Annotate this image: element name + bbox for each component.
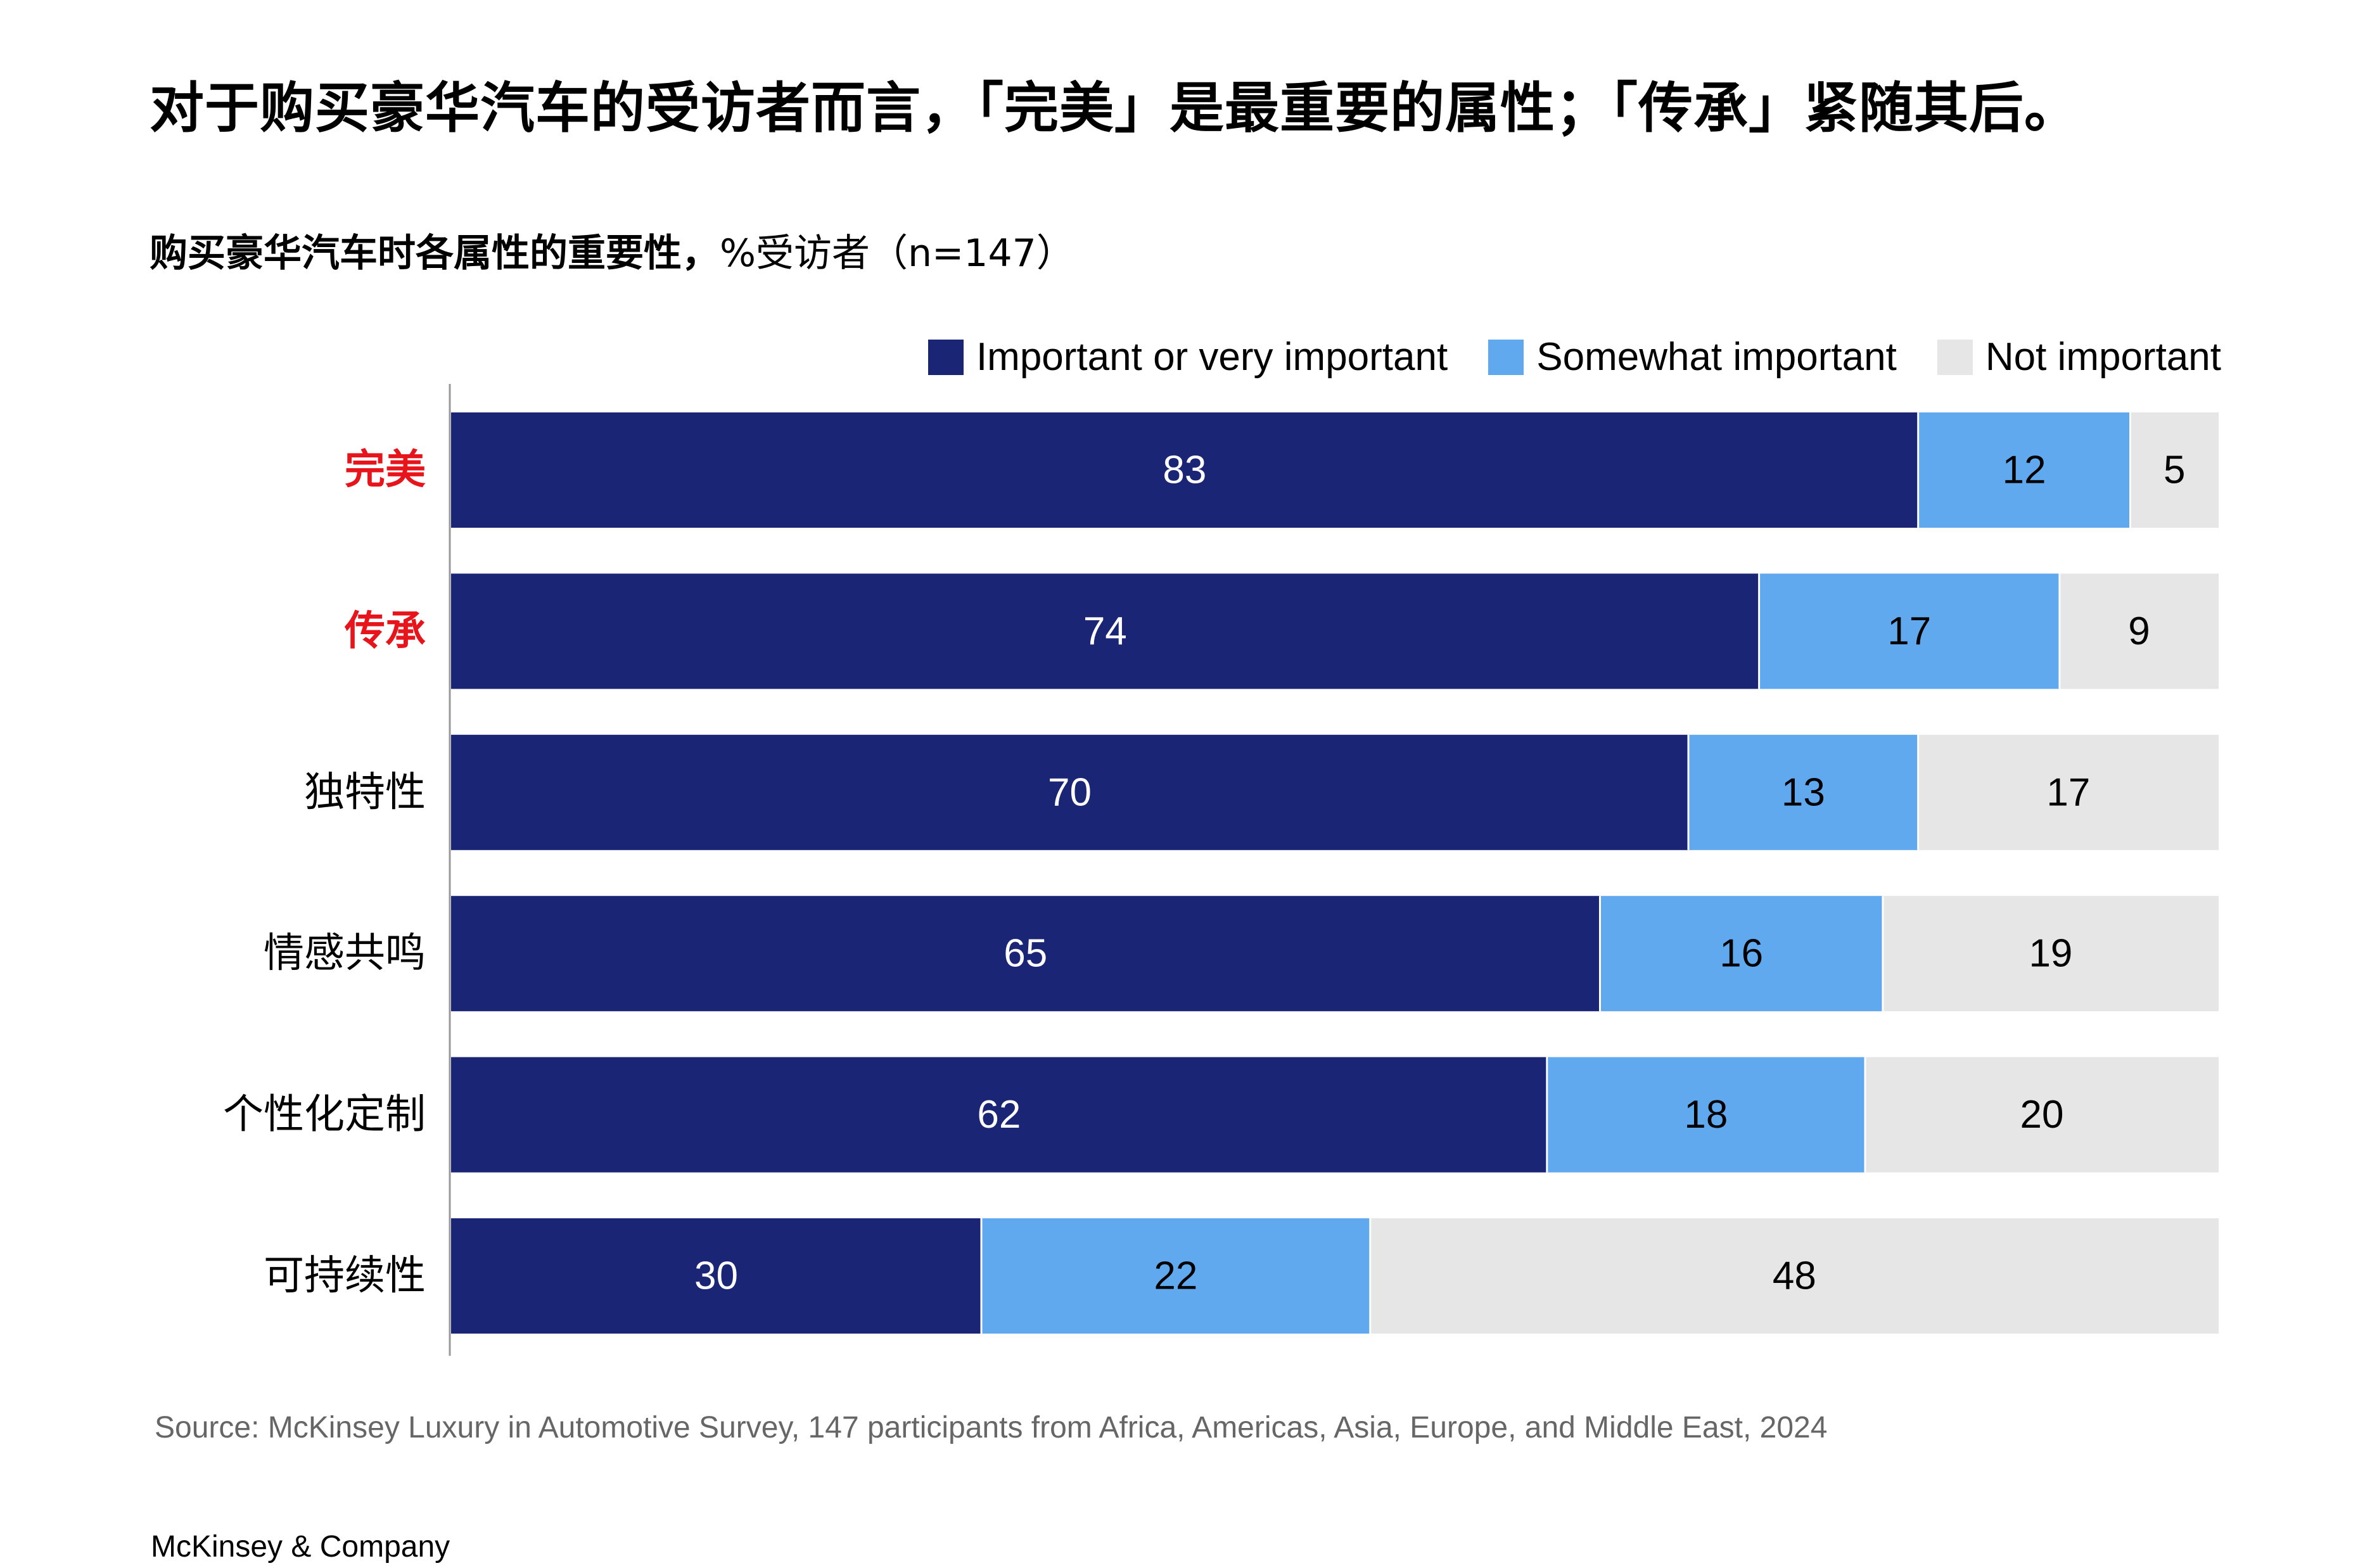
bar-segment — [451, 573, 1759, 689]
data-label: 12 — [2003, 449, 2046, 492]
bar-segment — [1882, 896, 2219, 1012]
data-label: 19 — [2029, 932, 2072, 976]
chart-legend: Important or very important Somewhat imp… — [927, 335, 2221, 379]
data-label: 22 — [1154, 1254, 1197, 1298]
bar-segment — [1759, 573, 2060, 689]
data-label: 17 — [2046, 770, 2090, 814]
bar-segment — [1370, 1218, 2219, 1334]
bar-segment — [451, 412, 1918, 528]
data-label: 20 — [2020, 1093, 2064, 1137]
legend-label-somewhat: Somewhat important — [1536, 335, 1897, 379]
legend-label-not: Not important — [1985, 335, 2221, 379]
data-label: 17 — [1887, 609, 1931, 653]
legend-swatch-important — [927, 339, 964, 375]
category-label: 完美 — [345, 447, 426, 494]
data-label: 70 — [1048, 770, 1092, 814]
category-label: 个性化定制 — [223, 1092, 426, 1138]
subtitle-main: 购买豪华汽车时各属性的重要性， — [150, 231, 720, 276]
bar-segment — [2059, 573, 2219, 689]
data-label: 30 — [694, 1254, 738, 1298]
bar-segment — [981, 1218, 1370, 1334]
bar-segment — [2130, 412, 2219, 528]
bar-segment — [451, 1218, 981, 1334]
legend-item-important: Important or very important — [927, 335, 1448, 379]
category-label: 传承 — [344, 608, 426, 654]
legend-swatch-somewhat — [1488, 339, 1524, 375]
legend-item-not: Not important — [1937, 335, 2221, 379]
bar-segment — [451, 896, 1600, 1012]
data-label: 74 — [1083, 609, 1127, 653]
bar-segment — [1865, 1057, 2219, 1173]
source-note: Source: McKinsey Luxury in Automotive Su… — [155, 1411, 1828, 1444]
bar-segment — [1688, 734, 1918, 850]
data-label: 16 — [1719, 932, 1763, 976]
category-label: 情感共鸣 — [264, 930, 426, 977]
subtitle-unit: %受访者（n=147） — [720, 231, 1074, 276]
chart-subtitle: 购买豪华汽车时各属性的重要性，%受访者（n=147） — [150, 231, 1074, 276]
data-label: 62 — [977, 1093, 1021, 1137]
chart-headline: 对于购买豪华汽车的受访者而言，「完美」是最重要的属性；「传承」紧随其后。 — [150, 77, 2079, 140]
legend-swatch-not — [1937, 339, 1973, 375]
data-label: 5 — [2164, 449, 2185, 492]
bar-segment — [451, 1057, 1547, 1173]
data-label: 9 — [2128, 609, 2150, 653]
data-label: 83 — [1163, 449, 1206, 492]
bar-segment — [451, 734, 1688, 850]
bar-segment — [1918, 412, 2131, 528]
data-label: 13 — [1781, 770, 1825, 814]
bar-segment — [1600, 896, 1883, 1012]
data-label: 65 — [1004, 932, 1047, 976]
category-label: 独特性 — [304, 769, 426, 816]
legend-label-important: Important or very important — [976, 335, 1448, 379]
category-label: 可持续性 — [264, 1252, 426, 1299]
brand-name: McKinsey & Company — [151, 1530, 450, 1564]
data-label: 48 — [1773, 1254, 1816, 1298]
data-label: 18 — [1684, 1093, 1728, 1137]
bar-segment — [1546, 1057, 1865, 1173]
bar-segment — [1918, 734, 2219, 850]
legend-item-somewhat: Somewhat important — [1488, 335, 1897, 379]
